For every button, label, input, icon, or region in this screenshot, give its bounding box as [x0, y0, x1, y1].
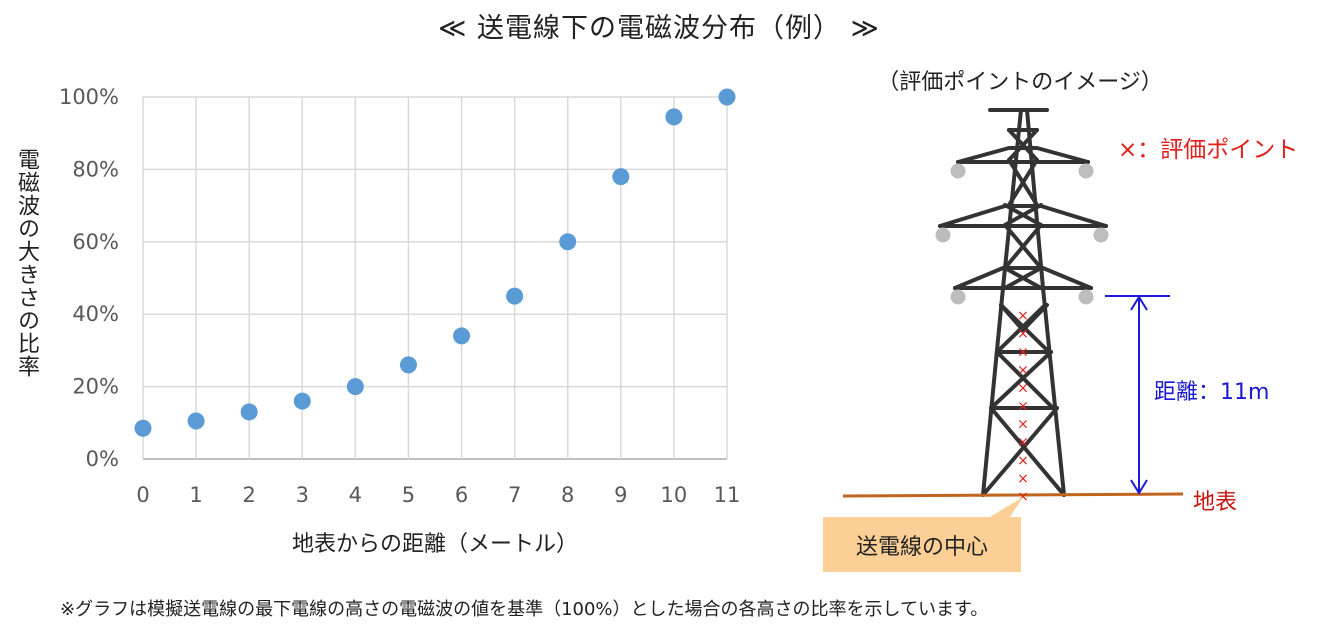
x-tick-label: 8	[561, 483, 574, 507]
y-tick-label: 100%	[59, 85, 119, 109]
x-tick-label: 2	[242, 483, 255, 507]
data-point	[240, 403, 258, 421]
insulator	[935, 227, 951, 243]
insulator	[950, 163, 966, 179]
data-point	[506, 287, 524, 305]
y-tick-label: 80%	[72, 157, 119, 181]
y-tick-label: 0%	[86, 447, 119, 471]
data-point	[134, 419, 152, 437]
x-tick-label: 11	[714, 483, 741, 507]
x-tick-label: 3	[296, 483, 309, 507]
eval-point-marker: ×	[1017, 435, 1029, 451]
distance-label: 距離：11m	[1154, 380, 1270, 405]
x-tick-label: 0	[136, 483, 149, 507]
x-tick-label: 7	[508, 483, 521, 507]
eval-point-marker: ×	[1017, 344, 1029, 360]
x-tick-label: 10	[661, 483, 688, 507]
insulator	[950, 289, 966, 305]
ground-label: 地表	[1193, 490, 1238, 515]
y-tick-label: 40%	[72, 302, 119, 326]
tower-center-label: 送電線の中心	[855, 534, 988, 560]
diagram-caption: （評価ポイントのイメージ）	[877, 70, 1163, 95]
data-point	[346, 378, 364, 396]
eval-point-marker: ×	[1017, 471, 1029, 487]
data-point	[399, 356, 417, 374]
eval-point-marker: ×	[1017, 417, 1029, 433]
data-point	[665, 108, 683, 126]
eval-point-marker: ×	[1017, 380, 1029, 396]
x-tick-label: 9	[614, 483, 627, 507]
tower-structure	[938, 108, 1108, 497]
data-point	[718, 88, 736, 106]
eval-point-legend: ×：評価ポイント	[1118, 137, 1299, 163]
eval-point-marker: ×	[1017, 308, 1029, 324]
y-tick-label: 60%	[72, 230, 119, 254]
x-tick-label: 5	[402, 483, 415, 507]
eval-point-marker: ×	[1017, 399, 1029, 415]
data-point	[187, 412, 205, 430]
x-tick-label: 4	[349, 483, 362, 507]
data-point	[559, 233, 577, 251]
y-tick-label: 20%	[72, 375, 119, 399]
data-point	[453, 327, 471, 345]
ground-line	[842, 492, 1184, 498]
distance-arrow	[1105, 295, 1170, 495]
eval-point-marker: ×	[1017, 326, 1029, 342]
x-tick-label: 1	[189, 483, 202, 507]
eval-point-marker: ×	[1017, 362, 1029, 378]
eval-point-marker: ×	[1017, 453, 1029, 469]
insulator	[1078, 163, 1094, 179]
x-tick-label: 6	[455, 483, 468, 507]
page-title: ≪ 送電線下の電磁波分布（例） ≫	[438, 13, 880, 44]
data-point	[612, 168, 630, 186]
y-axis-label: 電磁波の大きさの比率	[14, 148, 39, 378]
x-axis-label: 地表からの距離（メートル）	[291, 532, 578, 557]
insulator	[1078, 289, 1094, 305]
insulator	[1093, 227, 1109, 243]
tower-center-callout: 送電線の中心	[823, 517, 1021, 572]
data-point	[293, 392, 311, 410]
callout-pointer	[990, 497, 1023, 517]
footnote: ※グラフは模擬送電線の最下電線の高さの電磁波の値を基準（100%）とした場合の各…	[60, 599, 989, 620]
